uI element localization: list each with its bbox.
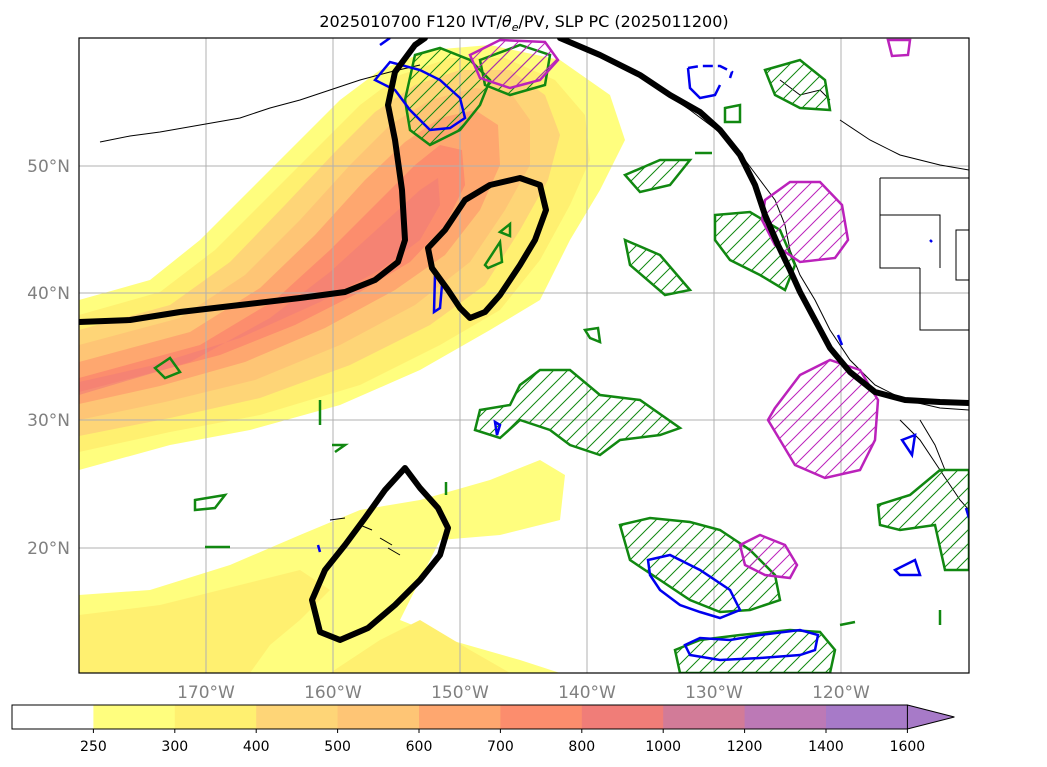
lon-label-160w: 160°W — [304, 683, 362, 703]
lat-label-20n: 20°N — [27, 539, 70, 559]
magenta-contours — [468, 38, 912, 580]
colorbar-tick-labels: 250 300 400 500 600 700 800 1000 1200 1400 1600 — [80, 729, 925, 755]
lon-label-150w: 150°W — [431, 683, 489, 703]
longitude-labels: 170°W 160°W 150°W 140°W 130°W 120°W — [177, 683, 870, 703]
colorbar-tick-label: 600 — [406, 739, 433, 755]
colorbar-outline — [11, 704, 908, 730]
lon-label-170w: 170°W — [177, 683, 235, 703]
ivt-shading-south-band-300b — [330, 620, 510, 673]
lat-label-30n: 30°N — [27, 411, 70, 431]
slp-contour-closed-north — [425, 175, 549, 321]
colorbar-tick-label: 800 — [568, 739, 595, 755]
colorbar-extend-arrow — [906, 704, 955, 730]
lat-label-50n: 50°N — [27, 157, 70, 177]
colorbar — [11, 704, 955, 730]
colorbar-tick-label: 250 — [80, 739, 107, 755]
colorbar-segment — [93, 705, 176, 729]
colorbar-segment — [337, 705, 420, 729]
colorbar-segment — [581, 705, 664, 729]
colorbar-segment — [256, 705, 339, 729]
colorbar-tick-label: 400 — [243, 739, 270, 755]
colorbar-tick-label: 500 — [324, 739, 351, 755]
green-hatched-regions — [153, 43, 969, 673]
map-frame — [78, 37, 970, 674]
lon-label-120w: 120°W — [812, 683, 870, 703]
colorbar-segment — [174, 705, 257, 729]
colorbar-segment — [500, 705, 583, 729]
slp-contour-closed-south — [309, 465, 451, 643]
slp-contour-ar — [79, 38, 428, 325]
colorbar-segment — [826, 705, 908, 729]
colorbar-segment — [744, 705, 827, 729]
map-panel — [79, 38, 969, 673]
ivt-shading-600 — [79, 110, 500, 404]
latitude-labels: 50°N 40°N 30°N 20°N — [27, 157, 70, 559]
ivt-shading-south-band-300 — [79, 570, 330, 673]
map-title: 2025010700 F120 IVT/θe/PV, SLP PC (20250… — [319, 12, 728, 34]
colorbar-tick-label: 1600 — [890, 739, 926, 755]
slp-contours — [79, 38, 969, 643]
colorbar-segment — [12, 705, 94, 729]
slp-contour-coast — [557, 38, 969, 406]
colorbar-tick-label: 1400 — [808, 739, 844, 755]
lat-label-40n: 40°N — [27, 284, 70, 304]
lon-label-130w: 130°W — [685, 683, 743, 703]
colorbar-tick-label: 300 — [161, 739, 188, 755]
colorbar-tick-label: 1000 — [645, 739, 681, 755]
blue-contours — [316, 38, 969, 662]
lon-label-140w: 140°W — [558, 683, 616, 703]
colorbar-segment — [663, 705, 746, 729]
colorbar-segment — [419, 705, 501, 729]
colorbar-tick-label: 1200 — [727, 739, 763, 755]
colorbar-tick-label: 700 — [487, 739, 514, 755]
